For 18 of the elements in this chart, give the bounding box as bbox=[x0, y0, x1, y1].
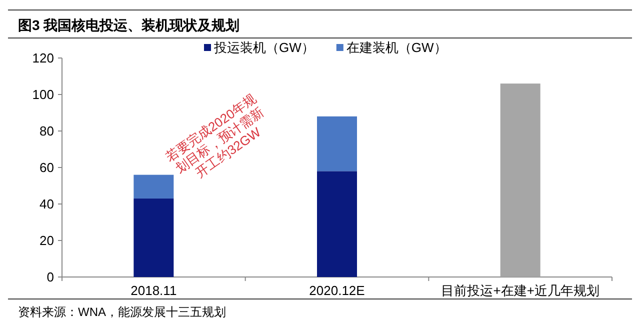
y-tick-label: 60 bbox=[40, 160, 54, 175]
bar bbox=[134, 174, 174, 199]
legend-label: 投运装机（GW） bbox=[213, 40, 314, 55]
y-tick-label: 0 bbox=[46, 270, 54, 284]
bar bbox=[317, 171, 357, 277]
text: 资料来源：WNA，能源发展十三五规划 bbox=[18, 305, 226, 319]
x-tick-label: 2018.11 bbox=[130, 283, 177, 298]
bar bbox=[134, 198, 174, 277]
bar bbox=[317, 116, 357, 172]
y-tick-label: 20 bbox=[40, 233, 54, 248]
x-tick-label: 目前投运+在建+近几年规划 bbox=[441, 283, 600, 298]
x-tick-label: 2020.12E bbox=[309, 283, 366, 298]
legend-label: 在建装机（GW） bbox=[346, 40, 447, 55]
chart-title: 图3 我国核电投运、装机现状及规划 bbox=[18, 17, 240, 33]
y-tick-label: 80 bbox=[40, 124, 54, 138]
y-tick-label: 120 bbox=[32, 50, 54, 66]
y-tick-label: 40 bbox=[40, 196, 54, 212]
y-tick-label: 100 bbox=[32, 87, 54, 102]
